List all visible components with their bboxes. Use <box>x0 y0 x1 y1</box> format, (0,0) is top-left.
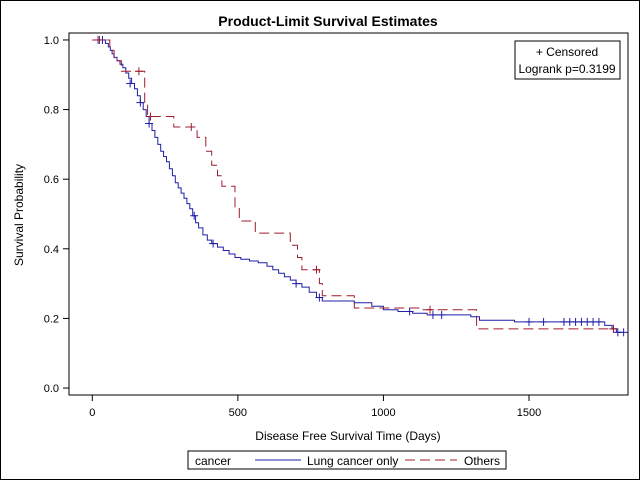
y-tick-label: 0.6 <box>44 174 59 186</box>
x-axis: 0 500 1000 1500 <box>89 395 541 419</box>
y-tick-label: 0.8 <box>44 105 59 117</box>
censor-mark-others <box>134 67 143 76</box>
legend-label-others: Others <box>464 454 500 468</box>
y-tick-label: 0.4 <box>44 244 59 256</box>
legend-title: cancer <box>195 454 231 468</box>
censor-mark-lung-cancer-only <box>136 98 145 107</box>
survival-curve-lung-cancer-only <box>92 39 623 333</box>
plot-area <box>68 32 629 396</box>
censor-mark-others <box>146 112 155 121</box>
censor-mark-lung-cancer-only <box>428 310 437 319</box>
series-layer <box>92 35 628 337</box>
y-tick-label: 0.2 <box>44 313 59 325</box>
annotation-censored: + Censored <box>536 45 598 59</box>
censor-mark-others <box>187 122 196 131</box>
censor-mark-lung-cancer-only <box>126 79 135 88</box>
censor-mark-others <box>609 324 618 333</box>
annotation-box: + Censored Logrank p=0.3199 <box>514 40 621 80</box>
censor-mark-others <box>95 35 104 44</box>
annotation-logrank: Logrank p=0.3199 <box>518 62 615 76</box>
x-tick-label: 500 <box>229 407 247 419</box>
legend: cancer Lung cancer only Others <box>187 450 507 470</box>
y-axis: 0.0 0.2 0.4 0.6 0.8 1.0 <box>44 35 69 395</box>
censor-mark-lung-cancer-only <box>594 317 603 326</box>
legend-label-lung: Lung cancer only <box>307 454 398 468</box>
survival-curve-others <box>92 39 611 330</box>
y-axis-label: Survival Probability <box>12 164 26 266</box>
censor-mark-lung-cancer-only <box>619 328 628 337</box>
chart-title: Product-Limit Survival Estimates <box>218 13 438 29</box>
x-tick-label: 1500 <box>517 407 541 419</box>
censor-mark-lung-cancer-only <box>145 119 154 128</box>
censor-mark-lung-cancer-only <box>539 317 548 326</box>
censor-mark-lung-cancer-only <box>437 310 446 319</box>
censor-mark-lung-cancer-only <box>209 239 218 248</box>
censor-mark-lung-cancer-only <box>405 307 414 316</box>
x-axis-label: Disease Free Survival Time (Days) <box>255 429 440 443</box>
x-tick-label: 1000 <box>371 407 395 419</box>
y-tick-label: 0.0 <box>44 383 59 395</box>
censor-mark-lung-cancer-only <box>315 293 324 302</box>
censor-mark-others <box>426 305 435 314</box>
censor-mark-others <box>312 265 321 274</box>
x-tick-label: 0 <box>89 407 95 419</box>
y-tick-label: 1.0 <box>44 35 59 47</box>
censor-mark-lung-cancer-only <box>525 317 534 326</box>
censor-mark-lung-cancer-only <box>190 211 199 220</box>
censor-mark-lung-cancer-only <box>292 279 301 288</box>
